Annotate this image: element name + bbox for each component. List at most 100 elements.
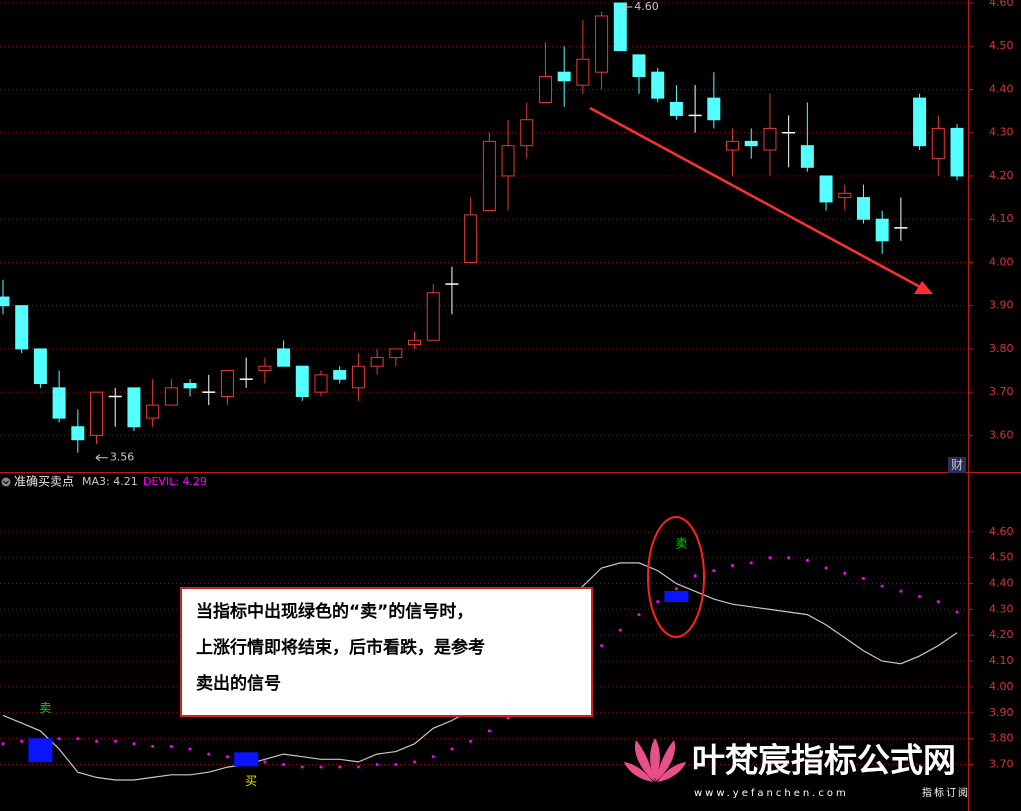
devil-dot bbox=[936, 600, 940, 604]
candle-body bbox=[557, 71, 571, 82]
candle-body bbox=[183, 383, 197, 389]
candle-body bbox=[351, 365, 365, 389]
candle-body bbox=[389, 348, 403, 359]
logo-tag: 指标订阅 bbox=[922, 786, 970, 799]
candle-body bbox=[314, 374, 328, 393]
candle-body bbox=[33, 348, 47, 385]
candle-body bbox=[0, 296, 10, 307]
devil-dot bbox=[600, 644, 604, 648]
annotation-box bbox=[180, 587, 593, 717]
devil-dot bbox=[487, 729, 491, 733]
indicator-icon[interactable] bbox=[1, 477, 11, 487]
candle-body bbox=[669, 101, 683, 116]
devil-dot bbox=[338, 765, 342, 769]
y-tick-label: 4.10 bbox=[989, 212, 1014, 225]
candle-body bbox=[763, 127, 777, 151]
trend-arrow bbox=[589, 106, 923, 290]
high-arrow bbox=[622, 3, 633, 11]
y-tick-label: 3.80 bbox=[989, 342, 1014, 355]
legend-ma3: MA3: 4.21 bbox=[82, 475, 138, 488]
devil-dot bbox=[207, 752, 211, 756]
high-label: 4.60 bbox=[634, 0, 659, 13]
devil-dot bbox=[113, 739, 117, 743]
signal-label: 买 bbox=[245, 774, 257, 788]
marks: 卖买 卖 bbox=[0, 2, 964, 788]
signal-highlight bbox=[647, 516, 705, 638]
candle-body bbox=[71, 426, 85, 441]
candle-body bbox=[819, 175, 833, 203]
low-label: 3.56 bbox=[110, 451, 135, 464]
devil-dot bbox=[693, 574, 697, 578]
candle-body bbox=[482, 140, 496, 212]
candle-body bbox=[520, 119, 534, 147]
devil-dot bbox=[188, 747, 192, 751]
candle-body bbox=[15, 305, 29, 350]
signal-label: 卖 bbox=[675, 536, 687, 550]
devil-dot bbox=[880, 584, 884, 588]
devil-dot bbox=[151, 744, 155, 748]
devil-dot bbox=[225, 755, 229, 759]
legend-devil: DEVIL: 4.29 bbox=[143, 475, 207, 488]
candle-body bbox=[595, 15, 609, 73]
devil-dot bbox=[413, 760, 417, 764]
y-tick-label: 3.60 bbox=[989, 428, 1014, 441]
y-tick-label: 3.70 bbox=[989, 757, 1014, 770]
candle-body bbox=[258, 365, 272, 372]
candle-body bbox=[744, 140, 758, 147]
candle-body bbox=[707, 97, 721, 121]
indicator-icon-chevron bbox=[3, 480, 9, 485]
devil-dot bbox=[824, 566, 828, 570]
devil-dot bbox=[20, 739, 24, 743]
devil-dot bbox=[674, 587, 678, 591]
candle-body bbox=[931, 127, 945, 160]
y-tick-label: 4.00 bbox=[989, 680, 1014, 693]
candle-body bbox=[277, 348, 291, 367]
candle-body bbox=[651, 71, 665, 99]
devil-dot bbox=[282, 762, 286, 766]
indicator-title: 准确买卖点 bbox=[14, 475, 74, 489]
candle-body bbox=[220, 370, 234, 397]
logo-url: www.yefanchen.com bbox=[694, 788, 849, 799]
devil-dot bbox=[712, 569, 716, 573]
candle-body bbox=[875, 218, 889, 242]
candle-body bbox=[576, 58, 590, 86]
devil-dot bbox=[394, 762, 398, 766]
y-tick-label: 3.80 bbox=[989, 732, 1014, 745]
signal-box bbox=[28, 738, 53, 763]
devil-dot bbox=[749, 561, 753, 565]
devil-dot bbox=[132, 742, 136, 746]
y-tick-label: 4.60 bbox=[989, 525, 1014, 538]
devil-dot bbox=[95, 739, 99, 743]
devil-dot bbox=[805, 558, 809, 562]
devil-dot bbox=[431, 755, 435, 759]
annotation-line: 卖出的信号 bbox=[196, 673, 281, 694]
devil-dot bbox=[57, 737, 61, 741]
y-tick-label: 3.90 bbox=[989, 299, 1014, 312]
candle-body bbox=[538, 76, 552, 103]
devil-dot bbox=[506, 716, 510, 720]
y-tick-label: 4.30 bbox=[989, 602, 1014, 615]
candle-body bbox=[838, 192, 852, 199]
candle-body bbox=[426, 292, 440, 341]
y-tick-label: 4.10 bbox=[989, 654, 1014, 667]
annotation-line: 上涨行情即将结束，后市看跌，是参考 bbox=[196, 637, 485, 658]
y-tick-label: 3.90 bbox=[989, 706, 1014, 719]
devil-dot bbox=[375, 762, 379, 766]
candle-body bbox=[613, 2, 627, 52]
devil-dot bbox=[169, 744, 173, 748]
devil-dot bbox=[768, 556, 772, 560]
y-tick-label: 3.70 bbox=[989, 385, 1014, 398]
y-tick-label: 4.50 bbox=[989, 551, 1014, 564]
y-tick-label: 4.20 bbox=[989, 628, 1014, 641]
finance-button-label[interactable]: 财 bbox=[951, 458, 963, 472]
devil-dot bbox=[263, 760, 267, 764]
devil-dot bbox=[1, 742, 5, 746]
candle-body bbox=[146, 404, 160, 419]
finance-button[interactable] bbox=[948, 457, 966, 473]
trend-arrow-head bbox=[914, 281, 933, 294]
candle-body bbox=[913, 97, 927, 147]
candle-body bbox=[164, 387, 178, 406]
devil-dot bbox=[787, 556, 791, 560]
logo-title: 叶梵宸指标公式网 bbox=[692, 741, 956, 780]
devil-dot bbox=[618, 628, 622, 632]
